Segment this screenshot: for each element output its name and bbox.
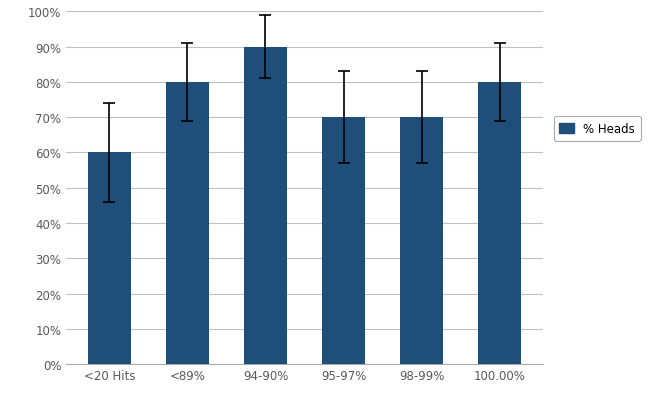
Bar (88, 153, 131, 364)
Bar (400, 118, 443, 364)
Legend: % Heads: % Heads (553, 117, 641, 141)
Bar (478, 83, 521, 365)
Bar (322, 118, 365, 364)
Bar (166, 83, 209, 365)
Bar (244, 47, 287, 364)
